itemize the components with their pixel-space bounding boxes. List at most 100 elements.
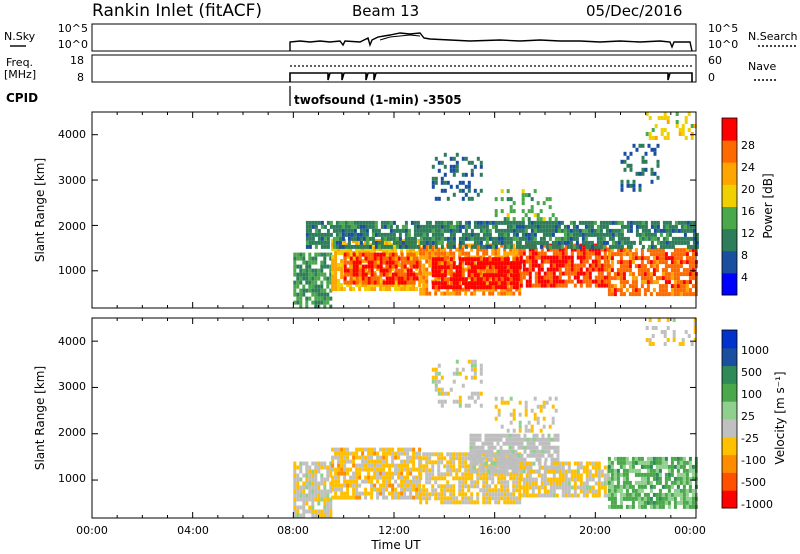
data-cell [464,261,468,266]
data-cell [461,188,465,193]
data-cell [379,475,383,480]
data-cell [443,251,447,256]
data-cell [543,243,547,248]
data-cell [661,504,665,509]
data-cell [355,495,359,500]
data-cell [302,288,306,293]
data-cell [434,236,438,241]
data-cell [431,452,435,457]
data-cell [521,220,525,225]
data-cell [467,188,471,193]
data-cell [573,469,577,474]
data-cell [616,288,620,293]
data-cell [500,273,504,278]
freq-tick-bottom: 8 [77,71,84,84]
data-cell [620,183,624,188]
data-cell [415,272,419,277]
data-cell [418,483,422,488]
data-cell [326,292,330,297]
data-cell [391,495,395,500]
data-cell [523,445,527,450]
data-cell [472,465,476,470]
data-cell [603,275,607,280]
data-cell [467,456,471,461]
data-cell [449,484,453,489]
data-cell [461,488,465,493]
data-cell [305,288,309,293]
data-cell [655,460,659,465]
data-cell [446,240,450,245]
data-cell [643,272,647,277]
data-cell [613,484,617,489]
data-cell [622,280,626,285]
data-cell [653,244,657,249]
data-cell [422,468,426,473]
data-cell [497,488,501,493]
data-cell [549,481,553,486]
data-cell [628,504,632,509]
data-cell [668,232,672,237]
data-cell [622,272,626,277]
data-cell [554,396,558,401]
data-cell [353,232,357,237]
data-cell [652,272,656,277]
data-cell [584,228,588,233]
data-cell [597,461,601,466]
data-cell [594,493,598,498]
data-cell [503,287,507,292]
data-cell [500,240,504,245]
data-cell [458,468,462,473]
data-cell [629,167,633,172]
data-cell [649,260,653,265]
data-cell [509,261,513,266]
data-cell [359,244,363,249]
data-cell [340,483,344,488]
data-cell [485,263,489,268]
data-cell [434,285,438,290]
data-cell [533,232,537,237]
data-cell [512,257,516,262]
data-cell [422,492,426,497]
data-cell [455,399,459,404]
data-cell [305,501,309,506]
data-cell [464,277,468,282]
data-cell [515,273,519,278]
data-cell [299,477,303,482]
data-cell [530,228,534,233]
data-cell [464,257,468,262]
data-cell [625,280,629,285]
power-ytick-4000: 4000 [58,128,86,141]
data-cell [305,509,309,514]
data-cell [534,279,538,284]
data-cell [472,449,476,454]
data-cell [634,264,638,269]
data-cell [320,300,324,305]
data-cell [374,220,378,225]
data-cell [591,477,595,482]
data-cell [585,275,589,280]
data-cell [308,260,312,265]
data-cell [334,271,338,275]
data-cell [476,395,480,400]
data-cell [554,220,558,225]
data-cell [509,224,513,229]
data-cell [607,456,611,461]
data-cell [597,255,601,260]
data-cell [613,500,617,505]
data-cell [425,243,429,248]
data-cell [524,244,528,249]
data-cell [323,513,327,518]
data-cell [403,491,407,496]
data-cell [625,288,629,293]
data-cell [302,489,306,494]
data-cell [649,280,653,285]
data-cell [491,236,495,241]
data-cell [494,492,498,497]
data-cell [446,255,450,260]
data-cell [641,143,645,148]
data-cell [539,404,543,409]
nsky-trace [289,32,693,52]
data-cell [550,453,554,458]
data-cell [343,252,347,257]
data-cell [542,400,546,405]
